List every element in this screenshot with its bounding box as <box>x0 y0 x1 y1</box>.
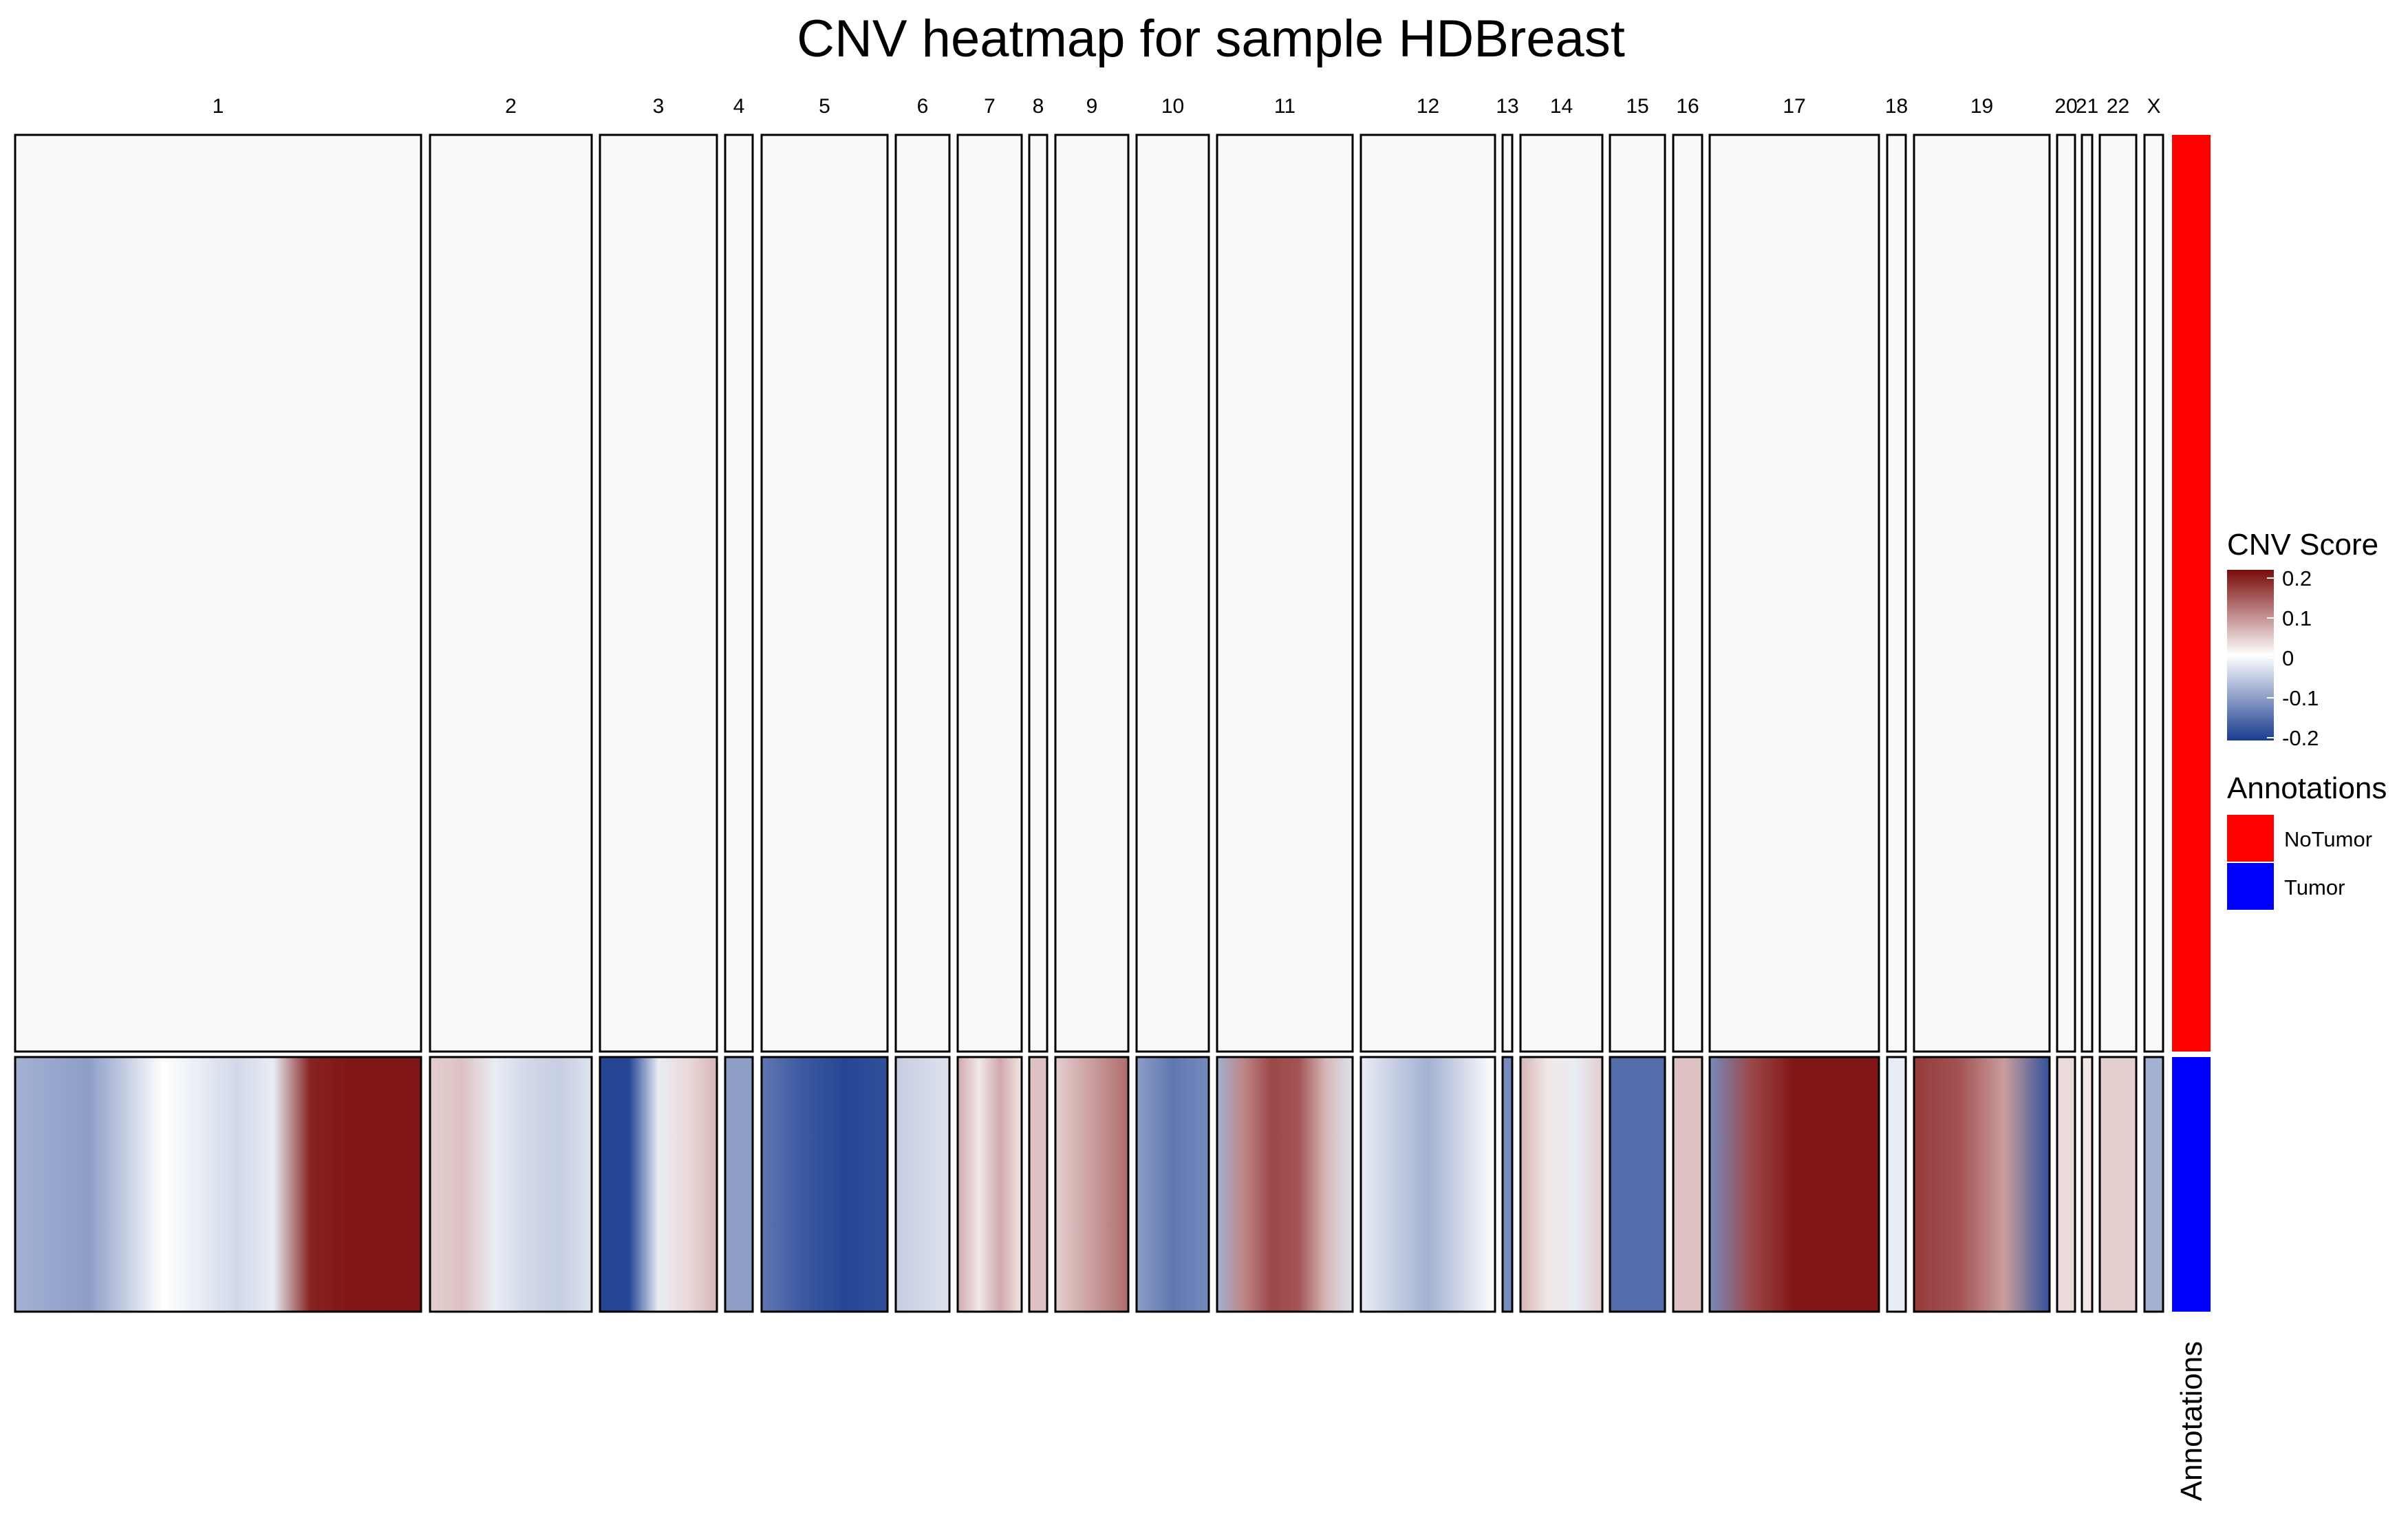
notumor-cell-chr5 <box>760 134 889 1053</box>
colorbar-tick-label: -0.2 <box>2282 726 2319 750</box>
chart-title: CNV heatmap for sample HDBreast <box>797 10 1625 68</box>
chromosome-label-15: 15 <box>1626 95 1648 118</box>
notumor-cell-chr15 <box>1609 134 1666 1053</box>
chromosome-label-8: 8 <box>1033 95 1044 118</box>
chromosome-label-3: 3 <box>653 95 665 118</box>
annotation-legend-title: Annotations <box>2227 771 2387 805</box>
tumor-cell-chr5 <box>760 1056 889 1313</box>
legend-label-notumor: NoTumor <box>2284 827 2372 851</box>
legend: CNV Score 0.2 0.1 0 -0.1 -0.2 Annotations NoTum… <box>2227 528 2387 910</box>
chromosome-label-14: 14 <box>1550 95 1573 118</box>
chromosome-label-13: 13 <box>1496 95 1518 118</box>
tumor-cell-chr19 <box>1913 1056 2051 1313</box>
chromosome-label-12: 12 <box>1417 95 1439 118</box>
tumor-cell-chr16 <box>1672 1056 1703 1313</box>
tumor-cell-chr17 <box>1708 1056 1880 1313</box>
tumor-cell-chr6 <box>894 1056 951 1313</box>
chromosome-label-22: 22 <box>2107 95 2129 118</box>
notumor-cell-chr16 <box>1672 134 1703 1053</box>
colorbar-title: CNV Score <box>2227 528 2378 562</box>
tumor-cell-chr20 <box>2056 1056 2076 1313</box>
chromosome-label-17: 17 <box>1783 95 1805 118</box>
notumor-cell-chr13 <box>1501 134 1514 1053</box>
tumor-cell-chr21 <box>2081 1056 2094 1313</box>
tumor-cell-chr22 <box>2098 1056 2138 1313</box>
notumor-cell-chr10 <box>1135 134 1210 1053</box>
tumor-cell-chr12 <box>1359 1056 1496 1313</box>
notumor-cell-chr22 <box>2098 134 2138 1053</box>
tumor-cell-chr2 <box>429 1056 593 1313</box>
chromosome-label-9: 9 <box>1086 95 1098 118</box>
tumor-cell-chr1 <box>14 1056 422 1313</box>
tumor-cell-chr18 <box>1886 1056 1907 1313</box>
notumor-cell-chr6 <box>894 134 951 1053</box>
chromosome-label-1: 1 <box>213 95 224 118</box>
annotation-bar: Annotations <box>2172 135 2211 1501</box>
tumor-cell-chr9 <box>1054 1056 1130 1313</box>
colorbar <box>2227 570 2274 740</box>
annotation-axis-label: Annotations <box>2175 1341 2208 1501</box>
annotation-bar-tumor <box>2172 1057 2211 1312</box>
chromosome-label-7: 7 <box>984 95 996 118</box>
chromosome-label-2: 2 <box>505 95 517 118</box>
notumor-cell-chr17 <box>1708 134 1880 1053</box>
chromosome-label-20: 20 <box>2054 95 2077 118</box>
tumor-cell-chr4 <box>724 1056 754 1313</box>
tumor-cell-chr13 <box>1501 1056 1514 1313</box>
chromosome-label-16: 16 <box>1676 95 1699 118</box>
tumor-cell-chr8 <box>1028 1056 1049 1313</box>
notumor-cell-chr8 <box>1028 134 1049 1053</box>
notumor-cell-chr12 <box>1359 134 1496 1053</box>
notumor-cell-chr3 <box>599 134 718 1053</box>
notumor-cell-chr14 <box>1519 134 1604 1053</box>
colorbar-tick-label: 0.1 <box>2282 606 2312 630</box>
legend-label-tumor: Tumor <box>2284 875 2345 899</box>
tumor-cell-chr10 <box>1135 1056 1210 1313</box>
tumor-cell-chr14 <box>1519 1056 1604 1313</box>
colorbar-tick-label: 0.2 <box>2282 566 2312 590</box>
notumor-cell-chr19 <box>1913 134 2051 1053</box>
annotation-bar-notumor <box>2172 135 2211 1052</box>
notumor-cell-chr1 <box>14 134 422 1053</box>
notumor-cell-chr7 <box>956 134 1023 1053</box>
chromosome-label-6: 6 <box>917 95 929 118</box>
colorbar-tick-label: -0.1 <box>2282 686 2319 710</box>
notumor-cell-chr4 <box>724 134 754 1053</box>
tumor-cell-chr3 <box>599 1056 718 1313</box>
chromosome-label-4: 4 <box>733 95 745 118</box>
tumor-cell-chr11 <box>1216 1056 1354 1313</box>
notumor-cell-chrX <box>2143 134 2164 1053</box>
colorbar-tick-label: 0 <box>2282 646 2294 670</box>
chromosome-label-10: 10 <box>1161 95 1184 118</box>
notumor-cell-chr9 <box>1054 134 1130 1053</box>
chromosome-label-11: 11 <box>1274 95 1296 118</box>
tumor-cell-chr15 <box>1609 1056 1666 1313</box>
chromosome-label-5: 5 <box>819 95 830 118</box>
chromosome-label-X: X <box>2147 95 2160 118</box>
chromosome-label-18: 18 <box>1885 95 1908 118</box>
notumor-cell-chr20 <box>2056 134 2076 1053</box>
tumor-cell-chr7 <box>956 1056 1023 1313</box>
notumor-cell-chr11 <box>1216 134 1354 1053</box>
notumor-cell-chr21 <box>2081 134 2094 1053</box>
notumor-cell-chr18 <box>1886 134 1907 1053</box>
legend-swatch-tumor <box>2227 863 2274 910</box>
notumor-cell-chr2 <box>429 134 593 1053</box>
legend-swatch-notumor <box>2227 815 2274 862</box>
tumor-cell-chrX <box>2143 1056 2164 1313</box>
chromosome-label-19: 19 <box>1970 95 1993 118</box>
chromosome-label-21: 21 <box>2076 95 2098 118</box>
